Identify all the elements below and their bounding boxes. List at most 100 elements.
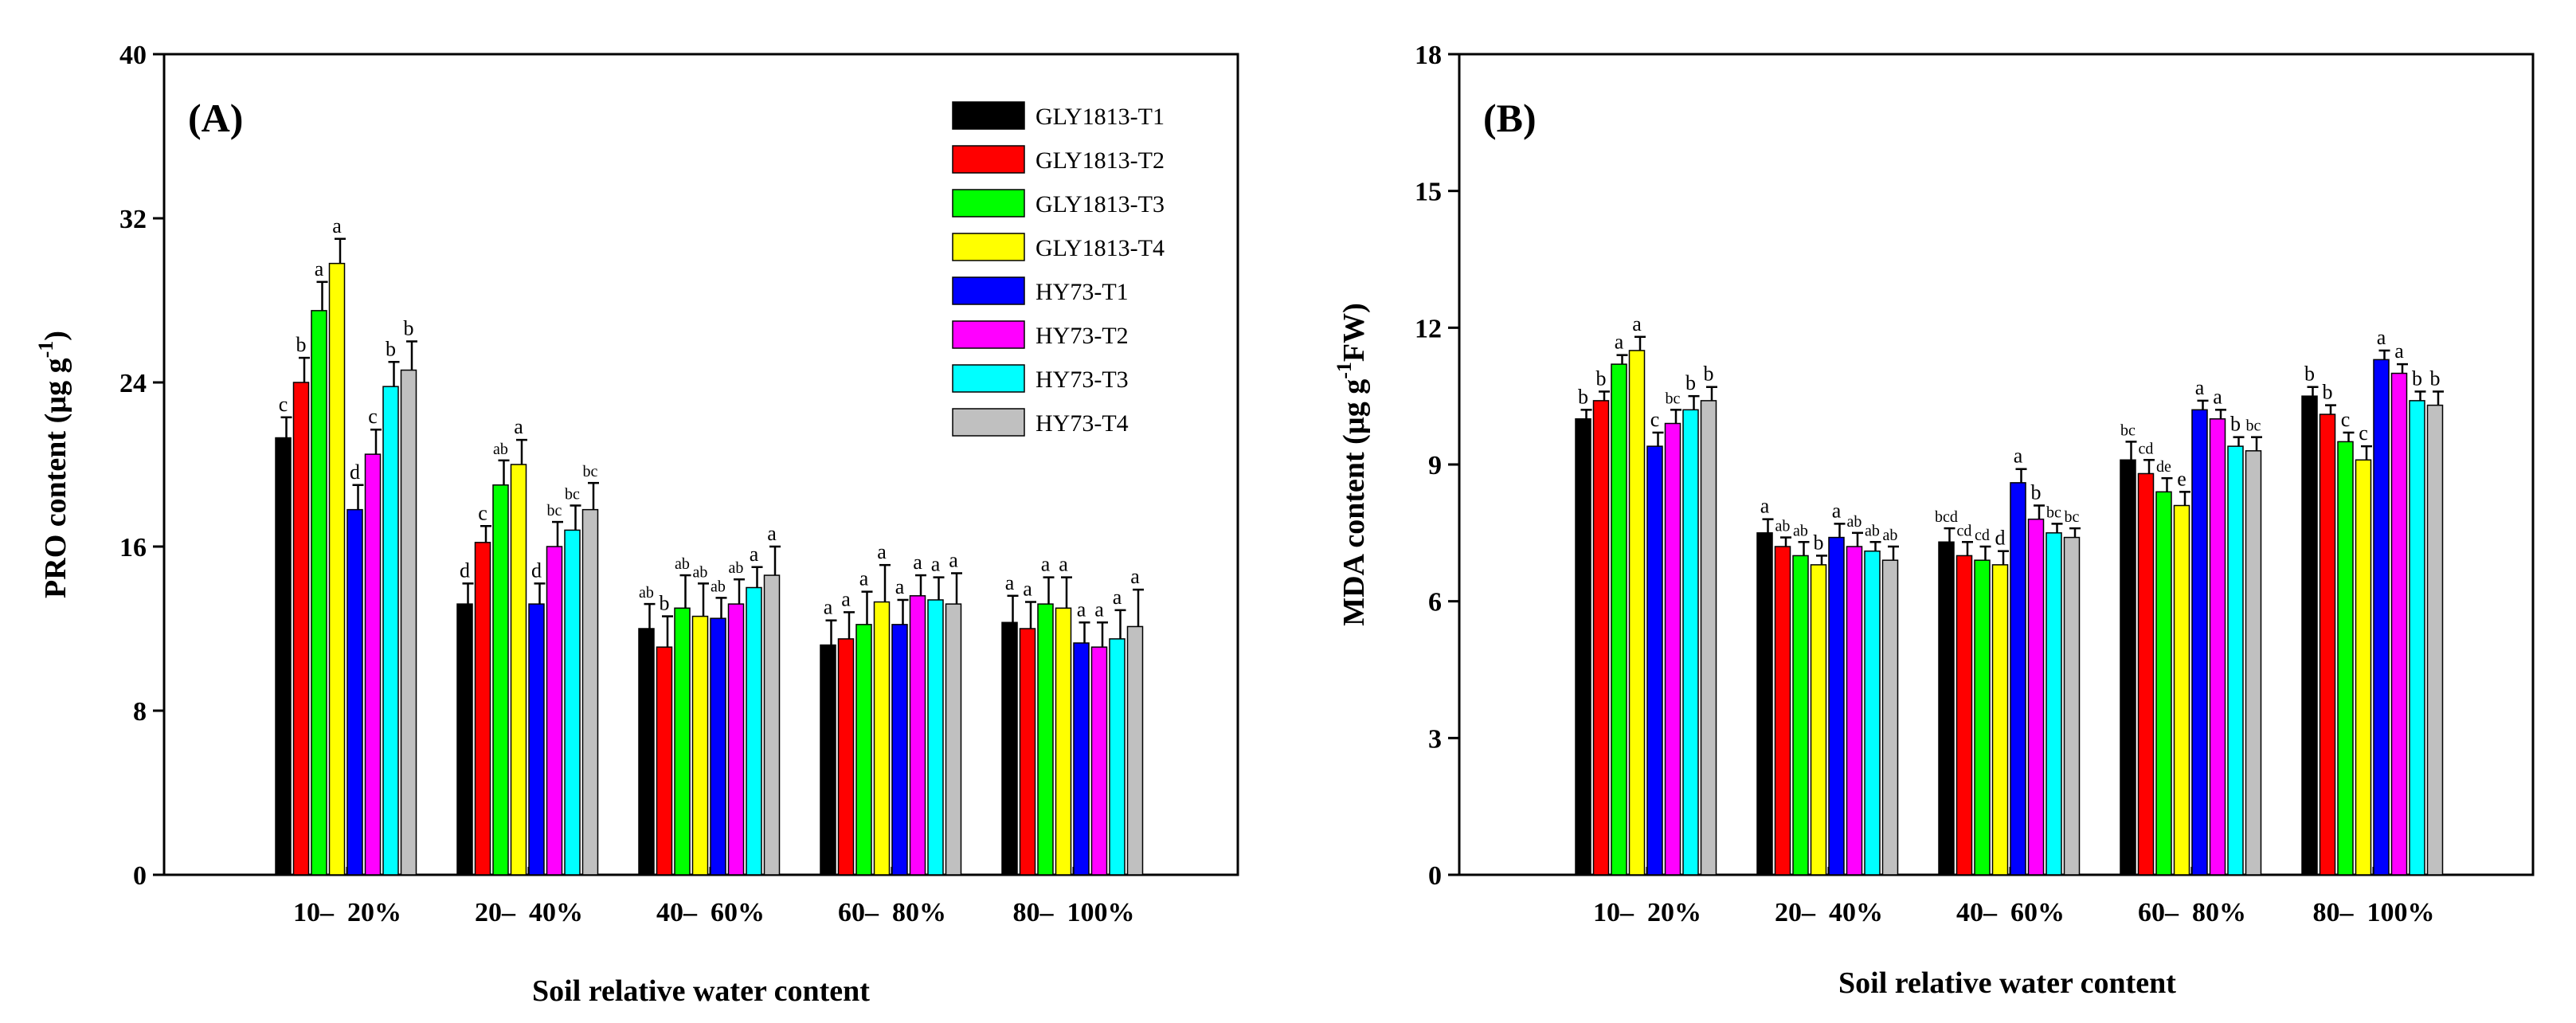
- legend-label: GLY1813-T2: [1035, 147, 1165, 174]
- panel-a-y-ticks: 0 8 16 24 32 40: [119, 41, 164, 891]
- x-category-label: 40– 60%: [656, 898, 765, 927]
- significance-label: c: [2341, 408, 2351, 431]
- legend-label: HY73-T3: [1035, 366, 1129, 393]
- y-tick-label: 12: [1415, 314, 1442, 343]
- significance-label: a: [1023, 578, 1032, 601]
- bar: [891, 624, 908, 876]
- bar: [1974, 559, 1991, 876]
- bar: [656, 646, 673, 876]
- significance-label: a: [315, 257, 324, 280]
- bar: [1881, 559, 1899, 876]
- significance-label: a: [514, 415, 523, 438]
- significance-label: a: [1077, 598, 1086, 621]
- significance-label: b: [296, 333, 307, 356]
- bar: [364, 453, 382, 876]
- significance-label: a: [877, 540, 887, 563]
- significance-label: b: [2430, 366, 2441, 390]
- significance-label: a: [949, 548, 958, 571]
- significance-label: bc: [2120, 421, 2136, 439]
- significance-label: cd: [2139, 440, 2154, 457]
- significance-label: c: [478, 501, 487, 524]
- bar: [1774, 546, 1791, 876]
- significance-label: a: [1615, 331, 1624, 354]
- legend-swatch: [952, 101, 1025, 130]
- bar: [2137, 472, 2155, 876]
- y-tick-label: 8: [133, 697, 147, 727]
- significance-label: a: [2213, 385, 2222, 408]
- bar: [1792, 555, 1809, 876]
- bar: [727, 603, 745, 876]
- bar: [400, 369, 417, 876]
- bar: [1864, 550, 1881, 876]
- significance-label: a: [931, 553, 941, 576]
- bar: [873, 601, 891, 876]
- panel-b-x-axis-title: Soil relative water content: [1838, 966, 2176, 1000]
- bar: [1019, 628, 1036, 876]
- significance-label: a: [750, 543, 759, 566]
- significance-label: b: [1704, 363, 1714, 386]
- significance-label: b: [386, 337, 396, 360]
- significance-label: ab: [1793, 522, 1808, 539]
- panel-a-y-axis-title-main: PRO content (µg g: [39, 358, 72, 598]
- y-tick-label: 0: [133, 861, 147, 891]
- panel-b-y-ticks: 0 3 6 9 12 15 18: [1415, 41, 1459, 891]
- y-tick-label: 6: [1428, 588, 1442, 617]
- significance-label: b: [1814, 531, 1824, 554]
- significance-label: bcd: [1935, 508, 1958, 526]
- bar: [2046, 532, 2062, 876]
- significance-label: a: [1760, 495, 1770, 518]
- significance-label: a: [1094, 598, 1104, 621]
- bar: [311, 310, 327, 876]
- legend-swatch: [952, 233, 1025, 261]
- x-category-label: 80– 100%: [2313, 898, 2435, 927]
- significance-label: b: [1596, 366, 1607, 390]
- significance-label: a: [2394, 339, 2404, 363]
- bar: [2390, 372, 2408, 876]
- y-tick-label: 16: [119, 533, 147, 562]
- significance-label: a: [1113, 586, 1122, 609]
- significance-label: a: [1005, 571, 1015, 594]
- legend-swatch: [952, 364, 1025, 393]
- x-category-label: 10– 20%: [1593, 898, 1701, 927]
- significance-label: ab: [675, 555, 690, 573]
- bar: [1938, 541, 1955, 876]
- bar: [1682, 409, 1699, 876]
- significance-label: bc: [1666, 390, 1681, 407]
- bar: [1073, 642, 1090, 876]
- bar: [638, 628, 655, 876]
- bar: [292, 382, 310, 876]
- legend-swatch: [952, 189, 1025, 218]
- bar: [2120, 459, 2136, 876]
- bar: [1991, 564, 2009, 876]
- panel-a-y-axis-title-end: ): [39, 331, 72, 341]
- significance-label: de: [2156, 458, 2171, 476]
- bar: [1810, 564, 1827, 876]
- significance-label: e: [2177, 467, 2186, 490]
- x-category-label: 10– 20%: [293, 898, 401, 927]
- legend: GLY1813-T1 GLY1813-T2 GLY1813-T3 GLY1813-T4…: [952, 101, 1165, 437]
- x-category-label: 60– 80%: [2138, 898, 2246, 927]
- bar: [328, 262, 346, 876]
- bar: [945, 603, 962, 876]
- x-category-label: 20– 40%: [1775, 898, 1883, 927]
- significance-label: a: [2014, 445, 2023, 468]
- bar: [346, 508, 363, 876]
- bar: [1055, 607, 1072, 876]
- bar: [581, 508, 599, 876]
- panel-b-label: (B): [1483, 96, 1537, 140]
- bar: [382, 386, 399, 876]
- legend-label: GLY1813-T4: [1035, 235, 1165, 261]
- panel-b-y-axis-title: MDA content (µg g-1FW): [1333, 303, 1371, 626]
- y-tick-label: 15: [1415, 178, 1442, 207]
- panel-b-y-axis-title-main: MDA content (µg g: [1337, 379, 1371, 626]
- significance-label: d: [1995, 527, 2006, 550]
- significance-label: d: [531, 559, 542, 582]
- bar: [456, 603, 473, 876]
- bar: [2355, 459, 2372, 876]
- legend-swatch: [952, 320, 1025, 349]
- significance-label: d: [460, 559, 470, 582]
- significance-label: a: [332, 214, 342, 237]
- significance-label: c: [1650, 408, 1660, 431]
- significance-label: a: [841, 587, 851, 610]
